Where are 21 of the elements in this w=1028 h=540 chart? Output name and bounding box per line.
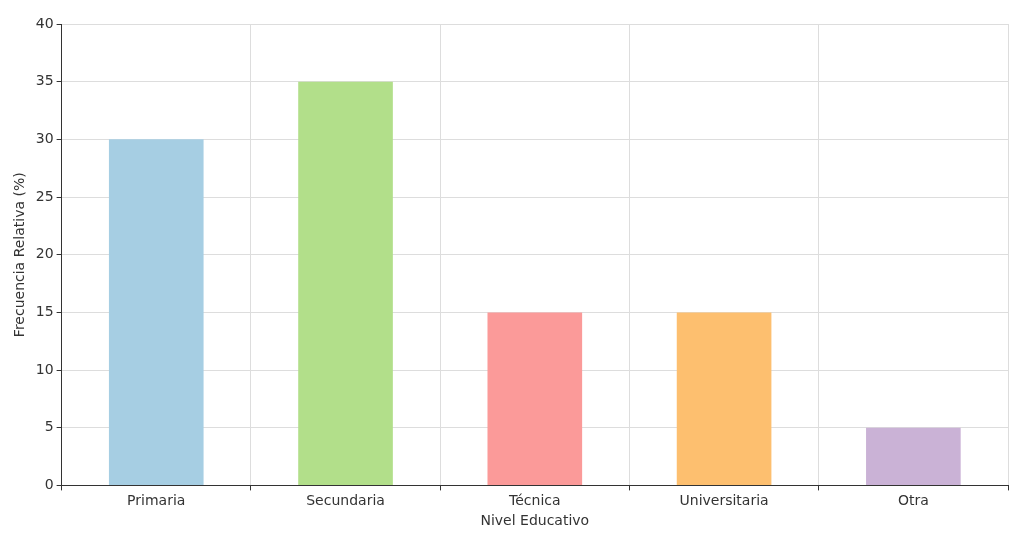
bar — [866, 427, 961, 485]
bar — [487, 312, 583, 485]
x-tick-label: Técnica — [508, 492, 561, 509]
y-tick-label: 10 — [35, 360, 54, 377]
y-tick-label: 30 — [35, 129, 54, 146]
bar — [298, 81, 393, 485]
y-axis-title: Frecuencia Relativa (%) — [11, 172, 28, 338]
y-tick-label: 35 — [35, 72, 54, 89]
y-tick-label: 0 — [44, 476, 54, 493]
x-tick-label: Otra — [897, 492, 929, 509]
y-tick-label: 15 — [35, 303, 54, 320]
y-tick-label: 25 — [35, 187, 54, 204]
y-tick-label: 20 — [35, 245, 54, 262]
y-tick-label: 40 — [35, 14, 54, 31]
y-tick-label: 5 — [44, 418, 54, 435]
x-tick-label: Secundaria — [306, 492, 385, 509]
x-tick-label: Primaria — [127, 492, 186, 509]
x-axis-title: Nivel Educativo — [480, 512, 590, 529]
bar — [108, 139, 204, 485]
bar — [676, 312, 772, 485]
x-tick-label: Universitaria — [679, 492, 769, 509]
